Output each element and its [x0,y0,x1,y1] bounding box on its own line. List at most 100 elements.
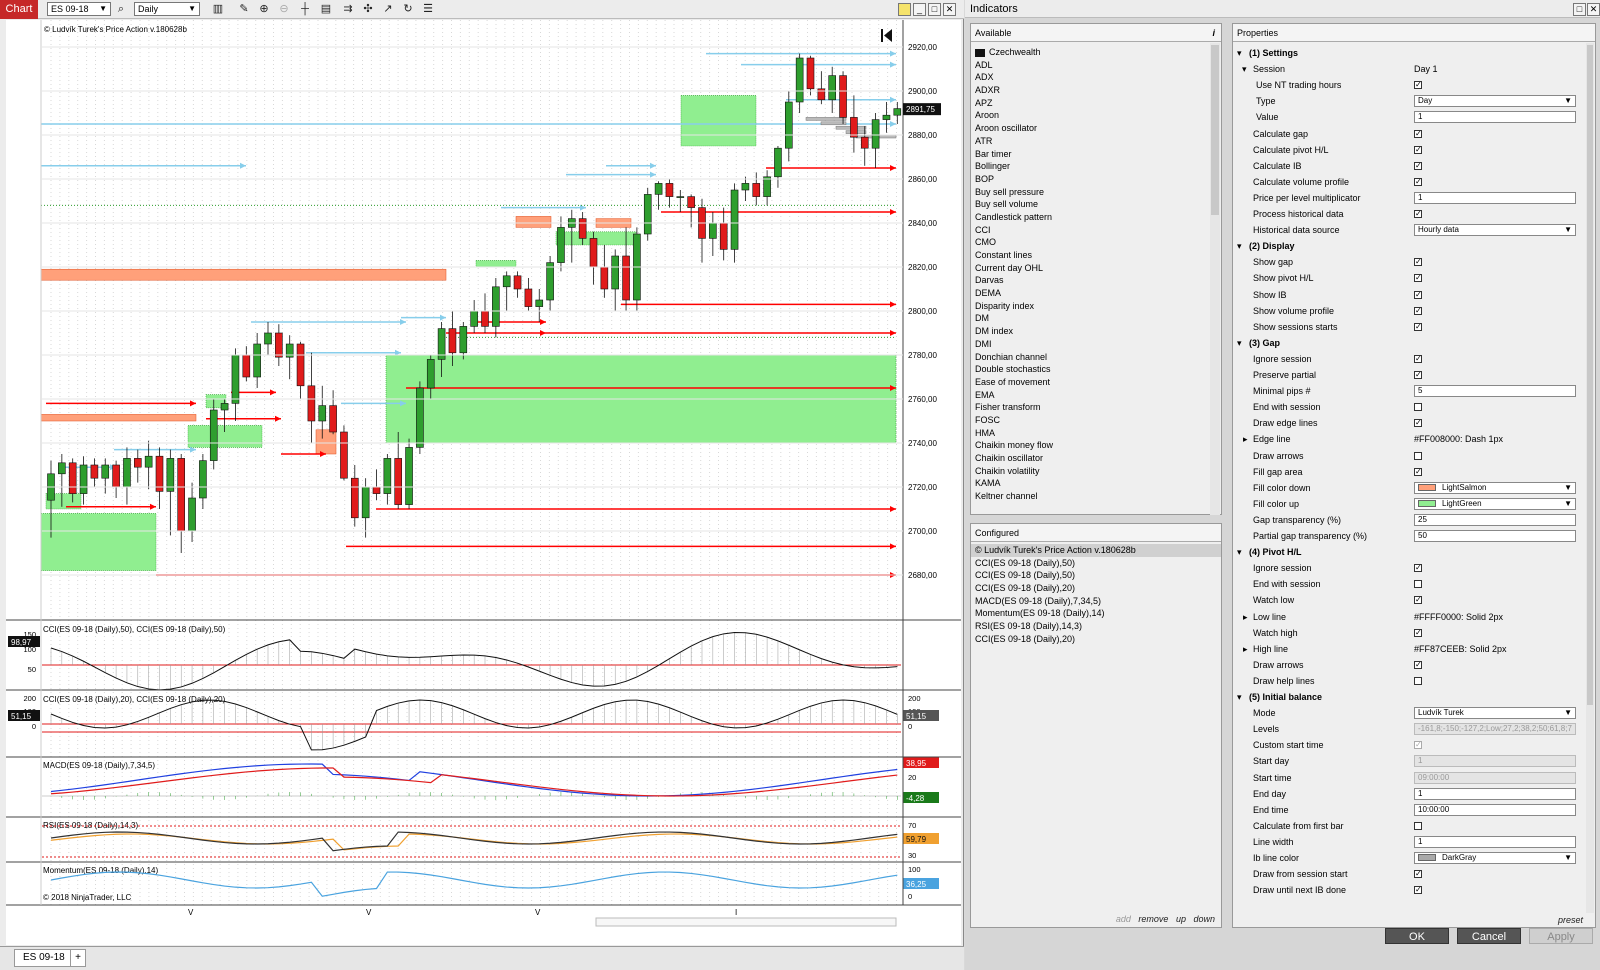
available-item[interactable]: Keltner channel [975,491,1038,502]
chevron-right-icon[interactable]: ▸ [1243,611,1248,622]
configured-item[interactable]: Momentum(ES 09-18 (Daily),14) [975,608,1105,619]
crosshair-icon[interactable]: ┼ [301,3,309,15]
property-checkbox[interactable]: ✓ [1414,289,1422,299]
property-input[interactable]: 1 [1414,835,1576,848]
configured-item[interactable]: CCI(ES 09-18 (Daily),50) [975,557,1076,568]
skip-to-end-icon[interactable] [881,29,892,42]
available-item[interactable]: Fisher transform [975,402,1041,413]
property-select[interactable]: Hourly data ▼ [1414,224,1576,237]
property-checkbox[interactable]: ✓ [1414,80,1422,90]
property-checkbox[interactable]: ✓ [1414,595,1422,605]
property-checkbox[interactable]: ✓ [1414,418,1422,428]
indicators-icon[interactable]: ✣ [363,3,373,15]
property-input[interactable]: 1 [1414,191,1576,204]
chevron-down-icon[interactable]: ▾ [1237,337,1242,348]
property-checkbox[interactable]: ✓ [1414,257,1422,267]
drawing-tools-icon[interactable]: ↗ [383,3,393,15]
property-checkbox[interactable]: ✓ [1414,209,1422,218]
configured-item[interactable]: MACD(ES 09-18 (Daily),7,34,5) [975,595,1102,606]
chevron-down-icon[interactable]: ▾ [1237,692,1242,702]
available-item[interactable]: FOSC [975,414,1001,425]
info-icon[interactable]: i [1212,28,1215,38]
available-item[interactable]: Donchian channel [975,351,1048,362]
available-item[interactable]: Darvas [975,275,1004,286]
property-checkbox[interactable] [1414,676,1422,685]
property-input[interactable]: 25 [1414,513,1576,526]
available-item[interactable]: Chaikin volatility [975,465,1040,476]
available-item[interactable]: ADXR [975,85,1001,96]
available-item[interactable]: Aroon oscillator [975,123,1038,134]
property-input[interactable]: 50 [1414,530,1576,542]
available-item[interactable]: CCI [975,224,991,235]
property-input[interactable]: 1 [1414,111,1576,124]
available-item[interactable]: CMO [975,237,996,248]
available-item[interactable]: Current day OHL [975,262,1044,273]
instrument-selector[interactable]: ES 09-18 ▼ [47,2,111,16]
chevron-right-icon[interactable]: ▸ [1243,643,1248,654]
configured-item[interactable]: © Ludvík Turek's Price Action v.180628b [971,544,1221,557]
tab-es-09-18[interactable]: ES 09-18 [14,949,74,967]
preset-link[interactable]: preset [1557,915,1583,925]
search-icon[interactable]: ⌕ [117,3,125,15]
property-color-select[interactable]: LightSalmon ▼ [1414,481,1576,494]
available-item[interactable]: APZ [975,97,993,108]
ok-button[interactable]: OK [1385,928,1449,944]
property-color-select[interactable]: DarkGray ▼ [1414,852,1576,864]
available-item[interactable]: DMI [975,338,992,349]
available-item[interactable]: KAMA [975,478,1001,489]
close-button[interactable]: ✕ [1587,3,1600,16]
price-chart[interactable]: CCI(ES 09-18 (Daily),50), CCI(ES 09-18 (… [6,20,961,945]
property-checkbox[interactable]: ✓ [1414,353,1422,363]
bar-type-icon[interactable]: ▥ [212,3,224,15]
property-checkbox[interactable]: ✓ [1414,144,1422,154]
property-checkbox[interactable]: ✓ [1414,659,1422,669]
property-color-select[interactable]: LightGreen ▼ [1414,497,1576,510]
property-checkbox[interactable]: ✓ [1414,627,1422,637]
available-item[interactable]: EMA [975,389,995,400]
available-item[interactable]: Chaikin oscillator [975,453,1044,463]
remove-link[interactable]: remove [1138,914,1169,924]
available-item[interactable]: Buy sell volume [975,199,1039,210]
property-checkbox[interactable]: ✓ [1414,305,1422,315]
property-checkbox[interactable]: ✓ [1414,740,1422,750]
properties-scrollbar[interactable] [1586,43,1594,913]
zoom-in-icon[interactable]: ⊕ [259,3,269,15]
property-checkbox[interactable]: ✓ [1414,160,1422,170]
property-checkbox[interactable]: ✓ [1414,869,1422,879]
available-item[interactable]: Chaikin money flow [975,440,1054,451]
property-select[interactable]: Ludvík Turek ▼ [1414,707,1576,720]
maximize-button[interactable]: □ [1573,3,1586,16]
pencil-icon[interactable]: ✎ [239,3,249,15]
property-checkbox[interactable] [1414,580,1422,589]
available-item[interactable]: Candlestick pattern [975,211,1053,222]
chevron-down-icon[interactable]: ▾ [1237,241,1242,252]
available-item[interactable]: ATR [975,135,993,146]
apply-button[interactable]: Apply [1529,928,1593,944]
chevron-down-icon[interactable]: ▾ [1237,48,1242,58]
available-item[interactable]: DM [975,313,989,324]
property-checkbox[interactable]: ✓ [1414,370,1422,379]
property-checkbox[interactable]: ✓ [1414,128,1422,138]
up-link[interactable]: up [1175,914,1186,924]
property-checkbox[interactable]: ✓ [1414,321,1422,331]
chevron-down-icon[interactable]: ▾ [1242,64,1247,75]
property-checkbox[interactable] [1414,451,1422,460]
chevron-down-icon[interactable]: ▾ [1237,547,1242,558]
property-checkbox[interactable]: ✓ [1414,466,1422,476]
available-item[interactable]: Ease of movement [975,376,1051,387]
configured-item[interactable]: CCI(ES 09-18 (Daily),20) [975,633,1076,644]
property-checkbox[interactable] [1414,403,1422,412]
add-link[interactable]: add [1115,914,1131,924]
available-item[interactable]: Disparity index [975,300,1035,311]
configured-item[interactable]: CCI(ES 09-18 (Daily),50) [975,570,1076,581]
available-item[interactable]: ADL [975,59,993,70]
link-color-button[interactable] [898,3,911,16]
available-item[interactable]: DM index [975,326,1014,337]
property-checkbox[interactable] [1414,821,1422,830]
chevron-right-icon[interactable]: ▸ [1243,434,1248,445]
chart-scrollbar[interactable] [595,917,897,927]
property-input[interactable]: -161,8;-150;-127,2;Low;27,2;38,2;50;61,8… [1414,723,1576,736]
available-item[interactable]: Double stochastics [975,364,1051,375]
strategies-icon[interactable]: ⇉ [343,3,353,15]
available-item[interactable]: Aroon [975,110,1000,121]
